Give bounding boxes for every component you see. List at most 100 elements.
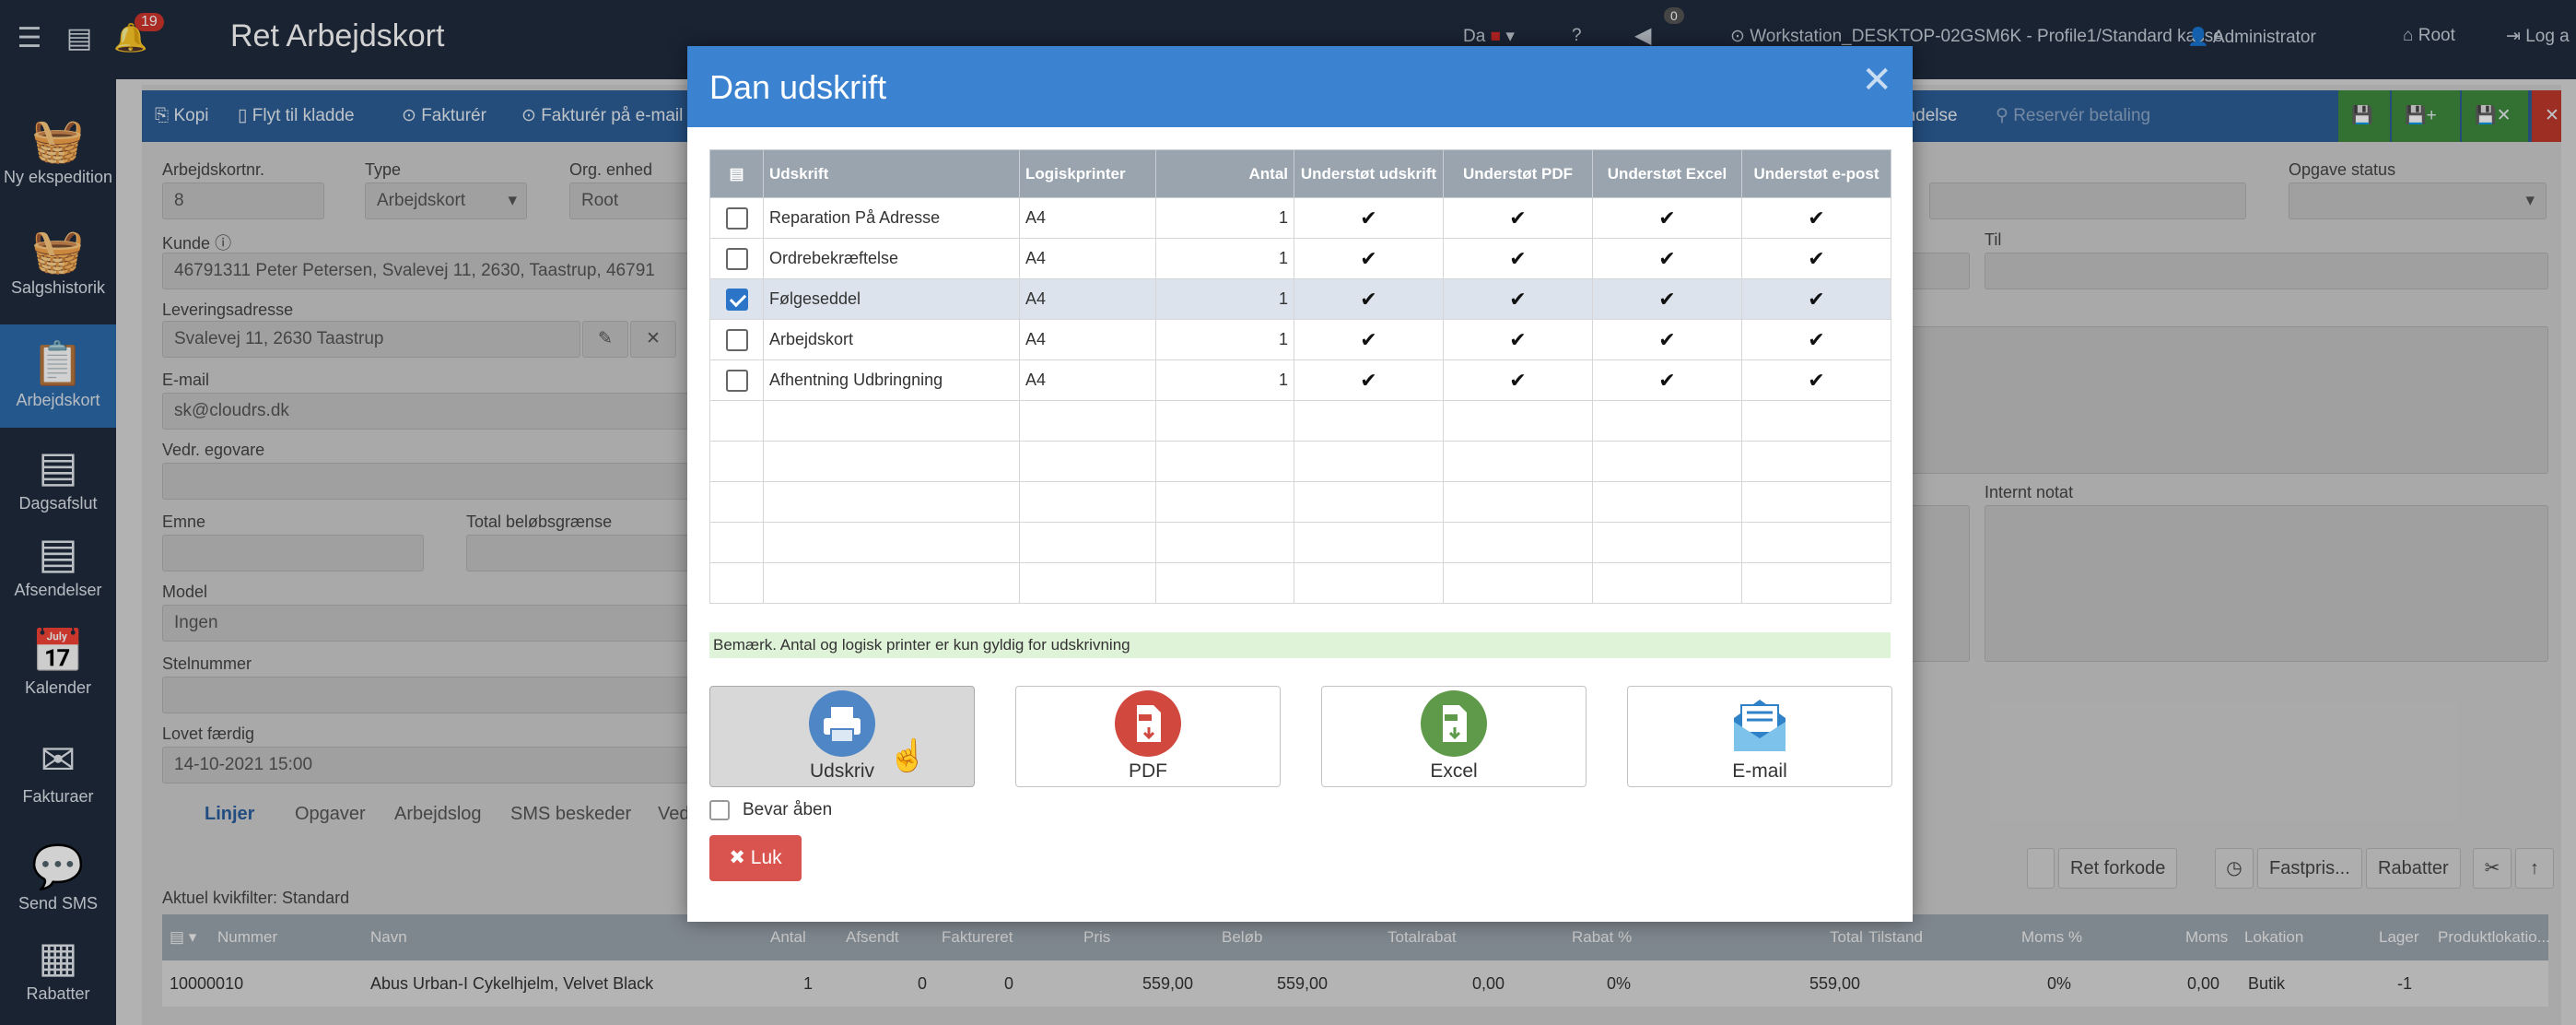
sidebar-item-ny-ekspedition[interactable]: 🧺 Ny ekspedition	[0, 101, 116, 205]
clear-icon[interactable]: ✕	[630, 321, 676, 358]
arbejdskortnr-field[interactable]: 8	[162, 183, 324, 219]
tab-linjer[interactable]: Linjer	[205, 804, 255, 824]
col-understot-epost[interactable]: Understøt e-post	[1741, 149, 1891, 198]
row-checkbox[interactable]	[725, 328, 748, 351]
email-button[interactable]: E-mail	[1627, 686, 1892, 787]
col-belob[interactable]: Beløb	[1222, 928, 1263, 946]
type-select[interactable]: Arbejdskort ▾	[365, 183, 527, 219]
help-icon[interactable]: ?	[1572, 26, 1582, 45]
list-icon[interactable]: ▤	[65, 23, 93, 53]
select-all-icon[interactable]: ▤	[709, 149, 764, 198]
tab-opgaver[interactable]: Opgaver	[295, 804, 366, 824]
cell-printer[interactable]: A4	[1019, 197, 1156, 239]
sidebar-item-salgshistorik[interactable]: 🧺 Salgshistorik	[0, 212, 116, 315]
vedr-field[interactable]	[162, 463, 689, 500]
org-select[interactable]: Root	[569, 183, 689, 219]
col-faktureret[interactable]: Faktureret	[942, 928, 1013, 946]
cell-antal[interactable]: 1	[1155, 319, 1294, 360]
sidebar-item-dagsafslut[interactable]: ▤ Dagsafslut	[0, 428, 116, 531]
table-row[interactable]: Arbejdskort A4 1 ✔ ✔ ✔ ✔	[709, 319, 1891, 360]
close-icon[interactable]: ✕	[2532, 90, 2561, 142]
tab-sms[interactable]: SMS beskeder	[510, 804, 632, 824]
total-field[interactable]	[466, 535, 689, 571]
col-lager[interactable]: Lager	[2379, 928, 2419, 946]
clock-icon[interactable]: ◷	[2215, 848, 2254, 889]
tab-arbejdslog[interactable]: Arbejdslog	[394, 804, 482, 824]
sidebar-item-fakturaer[interactable]: ✉ Fakturaer	[0, 721, 116, 824]
col-totalrabat[interactable]: Totalrabat	[1388, 928, 1457, 946]
save-icon[interactable]: 💾	[2338, 90, 2390, 142]
save-close-icon[interactable]: 💾✕	[2462, 90, 2528, 142]
save-new-icon[interactable]: 💾+	[2392, 90, 2460, 142]
table-row[interactable]: Reparation På Adresse A4 1 ✔ ✔ ✔ ✔	[709, 197, 1891, 239]
col-tilstand[interactable]: Tilstand	[1868, 928, 1923, 946]
workstation-info[interactable]: ⊙ Workstation_DESKTOP-02GSM6K - Profile1…	[1730, 26, 2223, 47]
col-produktlokation[interactable]: Produktlokatio...	[2438, 928, 2550, 946]
edit-icon[interactable]: ✎	[582, 321, 628, 358]
table-row[interactable]: 10000010 Abus Urban-I Cykelhjelm, Velvet…	[162, 960, 2548, 1007]
col-total[interactable]: Total	[1830, 928, 1863, 946]
fastpris-button[interactable]: Fastpris...	[2257, 848, 2362, 889]
invoice-email-button[interactable]: ⊙ Fakturér på e-mail	[509, 90, 696, 142]
col-afsendt[interactable]: Afsendt	[846, 928, 899, 946]
speaker-icon[interactable]: ◀	[1634, 23, 1652, 48]
row-checkbox[interactable]	[725, 206, 748, 230]
side-button-left[interactable]	[2027, 848, 2055, 889]
col-antal[interactable]: Antal	[1155, 149, 1294, 198]
print-button[interactable]: Udskriv	[709, 686, 975, 787]
language-selector[interactable]: Da ■ ▾	[1463, 26, 1515, 47]
col-logiskprinter[interactable]: Logiskprinter	[1019, 149, 1156, 198]
col-understot-udskrift[interactable]: Understøt udskrift	[1294, 149, 1444, 198]
cell-antal[interactable]: 1	[1155, 278, 1294, 320]
col-moms-pct[interactable]: Moms %	[2021, 928, 2083, 946]
model-field[interactable]: Ingen	[162, 605, 689, 642]
stelnummer-field[interactable]	[162, 677, 689, 713]
cell-printer[interactable]: A4	[1019, 359, 1156, 401]
emne-field[interactable]	[162, 535, 424, 571]
grid-menu-icon[interactable]: ▤ ▾	[170, 928, 197, 946]
user-menu[interactable]: 👤 Administrator	[2187, 26, 2316, 48]
col-antal[interactable]: Antal	[770, 928, 806, 946]
table-row[interactable]: Afhentning Udbringning A4 1 ✔ ✔ ✔ ✔	[709, 359, 1891, 401]
keep-open-toggle[interactable]: Bevar åben	[709, 800, 832, 820]
col-pris[interactable]: Pris	[1083, 928, 1111, 946]
opgave-status-select[interactable]: ▾	[2289, 183, 2547, 219]
pdf-button[interactable]: PDF	[1015, 686, 1281, 787]
internt-notat-field[interactable]	[1985, 505, 2548, 662]
sidebar-item-kalender[interactable]: 📅 Kalender	[0, 612, 116, 715]
copy-button[interactable]: ⎘ Kopi	[142, 90, 222, 142]
col-nummer[interactable]: Nummer	[217, 928, 278, 946]
hamburger-menu-icon[interactable]: ☰	[17, 23, 42, 53]
sidebar-item-send-sms[interactable]: 💬 Send SMS	[0, 828, 116, 931]
reserve-payment-button[interactable]: ⚲ Reservér betaling	[1983, 90, 2163, 142]
cell-antal[interactable]: 1	[1155, 238, 1294, 279]
cell-antal[interactable]: 1	[1155, 197, 1294, 239]
keep-open-checkbox[interactable]	[709, 800, 730, 820]
col-navn[interactable]: Navn	[370, 928, 407, 946]
col-moms[interactable]: Moms	[2185, 928, 2229, 946]
lovet-field[interactable]: 14-10-2021 15:00	[162, 747, 689, 783]
row-checkbox-checked[interactable]	[725, 288, 748, 311]
sidebar-item-arbejdskort[interactable]: 📋 Arbejdskort	[0, 324, 116, 428]
kunde-field[interactable]: 46791311 Peter Petersen, Svalevej 11, 26…	[162, 253, 689, 289]
table-row[interactable]: Ordrebekræftelse A4 1 ✔ ✔ ✔ ✔	[709, 238, 1891, 279]
til-field[interactable]	[1985, 253, 2548, 289]
sidebar-item-rabatter[interactable]: ▦ Rabatter	[0, 918, 116, 1021]
invoice-button[interactable]: ⊙ Fakturér	[389, 90, 499, 142]
root-link[interactable]: ⌂ Root	[2403, 26, 2455, 46]
ret-forkode-button[interactable]: Ret forkode	[2058, 848, 2178, 889]
col-udskrift[interactable]: Udskrift	[763, 149, 1020, 198]
logout-link[interactable]: ⇥ Log a	[2506, 26, 2570, 47]
cell-printer[interactable]: A4	[1019, 319, 1156, 360]
cell-printer[interactable]: A4	[1019, 278, 1156, 320]
row-checkbox[interactable]	[725, 369, 748, 392]
cell-antal[interactable]: 1	[1155, 359, 1294, 401]
sidebar-item-afsendelser[interactable]: ▤ Afsendelser	[0, 514, 116, 618]
cell-printer[interactable]: A4	[1019, 238, 1156, 279]
table-row-selected[interactable]: Følgeseddel A4 1 ✔ ✔ ✔ ✔	[709, 278, 1891, 320]
excel-button[interactable]: Excel	[1321, 686, 1587, 787]
close-icon[interactable]: ✕	[1861, 60, 1892, 100]
row-checkbox[interactable]	[725, 247, 748, 270]
email-field[interactable]: sk@cloudrs.dk	[162, 393, 689, 430]
col-lokation[interactable]: Lokation	[2244, 928, 2304, 946]
